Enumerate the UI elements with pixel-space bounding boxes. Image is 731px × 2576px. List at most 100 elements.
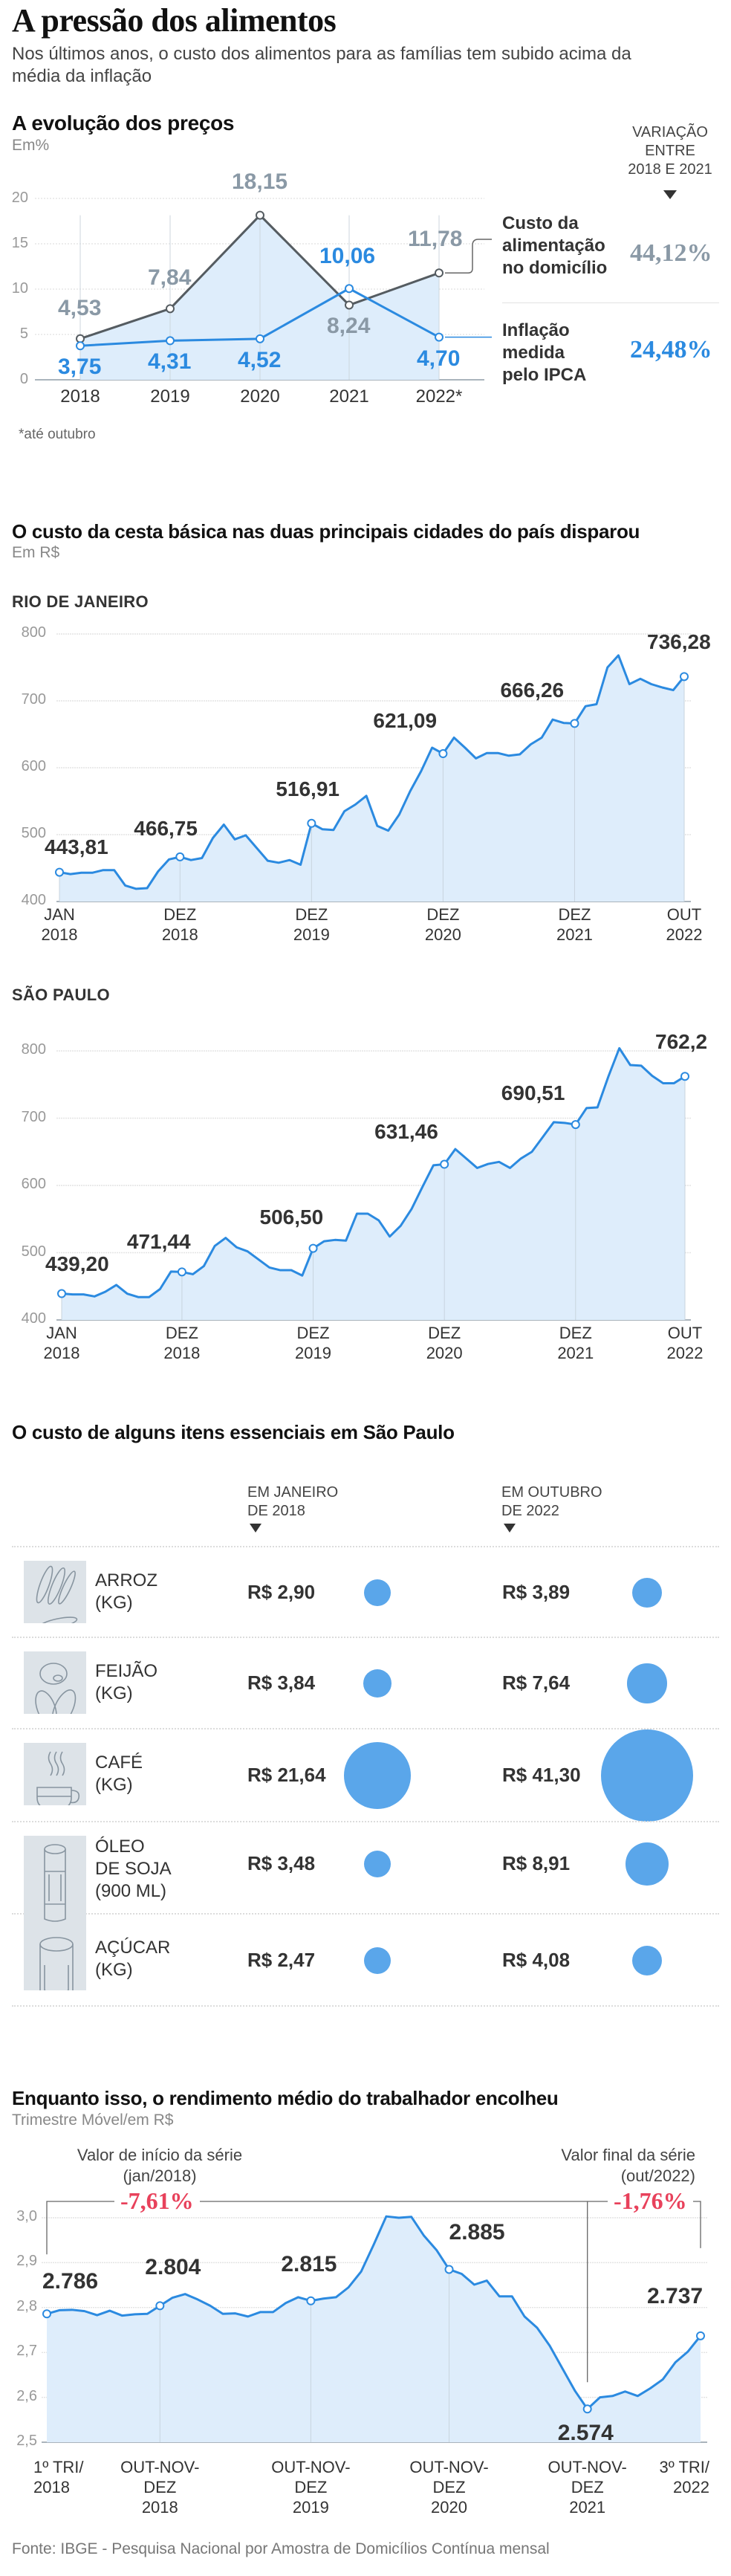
column-header-line: EM JANEIRO xyxy=(247,1484,339,1501)
rio-basket-chart xyxy=(0,595,731,966)
legend-line: pelo IPCA xyxy=(502,365,587,385)
item-name-line: (KG) xyxy=(95,1593,133,1613)
x-tick-line: 2020 xyxy=(431,2498,467,2517)
item-name-line: AÇÚCAR xyxy=(95,1938,171,1958)
x-tick-line: 2021 xyxy=(556,925,593,944)
variation-food-cost: 44,12% xyxy=(630,239,712,267)
bubble-jan-2018 xyxy=(364,1579,391,1606)
item-name-line: (900 ML) xyxy=(95,1881,167,1901)
sp-basket-plot xyxy=(56,1046,691,1321)
page-subtitle: Nos últimos anos, o custo dos alimentos … xyxy=(12,44,631,86)
legend-line: alimentação xyxy=(502,236,605,256)
data-label-income: 2.786 xyxy=(42,2269,99,2294)
x-tick-line: 2018 xyxy=(163,1344,201,1362)
data-label-income: 2.885 xyxy=(449,2220,505,2245)
item-name-line: ÓLEO xyxy=(95,1836,145,1857)
x-tick-line: 2018 xyxy=(141,2498,178,2517)
y-tick-label: 600 xyxy=(21,1176,46,1192)
data-label-basket: 736,28 xyxy=(647,630,711,654)
y-tick-label: 400 xyxy=(21,892,46,908)
item-name-line: (KG) xyxy=(95,1775,133,1795)
price-jan-2018: R$ 21,64 xyxy=(247,1764,326,1786)
section-unit: Em% xyxy=(12,137,50,154)
row-divider xyxy=(12,1913,719,1915)
x-tick-label: DEZ 2019 xyxy=(284,1323,343,1363)
y-tick-label: 600 xyxy=(21,758,46,774)
x-tick-label: 2019 xyxy=(150,386,190,407)
data-label-ipca: 4,70 xyxy=(417,346,461,371)
legend-line: Inflação xyxy=(502,320,570,340)
y-tick-label: 2,6 xyxy=(16,2387,37,2404)
data-label-ipca: 4,52 xyxy=(238,347,282,372)
y-tick-label: 400 xyxy=(21,1310,46,1327)
x-tick-label: 1º TRI/2018 xyxy=(33,2457,115,2497)
x-tick-line: DEZ xyxy=(571,2478,604,2496)
price-oct-2022: R$ 41,30 xyxy=(502,1764,581,1786)
x-tick-label: JAN 2018 xyxy=(30,904,89,945)
x-tick-line: 2022 xyxy=(666,1344,704,1362)
x-tick-label: DEZ 2020 xyxy=(415,1323,474,1363)
column-header-line: DE 2022 xyxy=(501,1503,559,1519)
price-oct-2022: R$ 3,89 xyxy=(502,1581,571,1603)
section-unit: Trimestre Móvel/em R$ xyxy=(12,2111,174,2129)
legend-line: Custo da xyxy=(502,213,579,233)
row-divider xyxy=(12,2005,719,2007)
x-tick-line: DEZ xyxy=(296,1324,330,1342)
x-tick-label: 2020 xyxy=(240,386,280,407)
section-title-essential-items: O custo de alguns itens essenciais em Sã… xyxy=(12,1421,455,1443)
x-tick-label: 2021 xyxy=(329,386,369,407)
price-evolution-plot xyxy=(35,198,492,381)
data-label-food: 18,15 xyxy=(232,169,288,194)
bubble-jan-2018 xyxy=(363,1669,392,1698)
price-oct-2022: R$ 7,64 xyxy=(502,1672,571,1694)
income-plot xyxy=(42,2201,707,2443)
x-tick-label: OUT-NOV- DEZ 2020 xyxy=(409,2457,490,2517)
x-tick-line: 2019 xyxy=(295,1344,331,1362)
bubble-jan-2018 xyxy=(364,1947,391,1974)
data-label-food: 11,78 xyxy=(408,227,463,252)
triangle-down-icon xyxy=(250,1524,261,1533)
data-label-basket: 621,09 xyxy=(373,709,438,733)
x-tick-line: 2018 xyxy=(41,925,78,944)
column-header-line: DE 2018 xyxy=(247,1503,305,1519)
item-name-line: FEIJÃO xyxy=(95,1661,158,1681)
row-divider xyxy=(12,1728,719,1729)
x-tick-label: 2022* xyxy=(415,386,463,407)
x-tick-label: DEZ 2019 xyxy=(282,904,341,945)
item-name-line: ARROZ xyxy=(95,1570,157,1590)
y-tick-label: 2,8 xyxy=(16,2297,37,2314)
section-title-basic-basket: O custo da cesta básica nas duas princip… xyxy=(12,520,640,543)
row-divider xyxy=(12,1546,719,1547)
data-label-basket: 466,75 xyxy=(134,816,198,840)
x-tick-line: 2021 xyxy=(557,1344,594,1362)
x-tick-label: OUT-NOV- DEZ 2021 xyxy=(547,2457,628,2517)
item-name-line: CAFÉ xyxy=(95,1753,143,1773)
x-tick-label: DEZ 2021 xyxy=(546,1323,605,1363)
y-tick-label: 10 xyxy=(11,280,28,297)
annotation-line: Valor final da série xyxy=(561,2146,695,2164)
source-footer: Fonte: IBGE - Pesquisa Nacional por Amos… xyxy=(12,2540,550,2557)
x-tick-label: OUT 2022 xyxy=(654,904,714,945)
x-tick-label: 2018 xyxy=(60,386,100,407)
price-oct-2022: R$ 4,08 xyxy=(502,1949,571,1971)
x-tick-line: 2021 xyxy=(569,2498,606,2517)
x-tick-line: DEZ xyxy=(559,1324,592,1342)
y-tick-label: 15 xyxy=(11,235,28,251)
x-tick-line: 2019 xyxy=(293,925,330,944)
x-tick-line: DEZ xyxy=(163,905,197,924)
income-chart xyxy=(0,2185,731,2497)
annotation-line: (jan/2018) xyxy=(123,2166,197,2185)
column-header-line: EM OUTUBRO xyxy=(501,1484,602,1501)
data-label-basket: 506,50 xyxy=(259,1205,324,1229)
data-label-basket: 443,81 xyxy=(45,835,108,858)
price-jan-2018: R$ 2,90 xyxy=(247,1581,316,1603)
data-label-ipca: 10,06 xyxy=(319,244,376,269)
coffee-cup-icon xyxy=(24,1743,86,1805)
variation-ipca: 24,48% xyxy=(630,336,712,363)
x-tick-line: OUT-NOV- xyxy=(271,2458,351,2476)
bubble-jan-2018 xyxy=(344,1742,411,1809)
y-tick-label: 0 xyxy=(19,371,28,387)
x-tick-line: DEZ xyxy=(294,2478,328,2496)
x-tick-line: OUT xyxy=(667,1324,703,1342)
price-jan-2018: R$ 2,47 xyxy=(247,1949,316,1971)
